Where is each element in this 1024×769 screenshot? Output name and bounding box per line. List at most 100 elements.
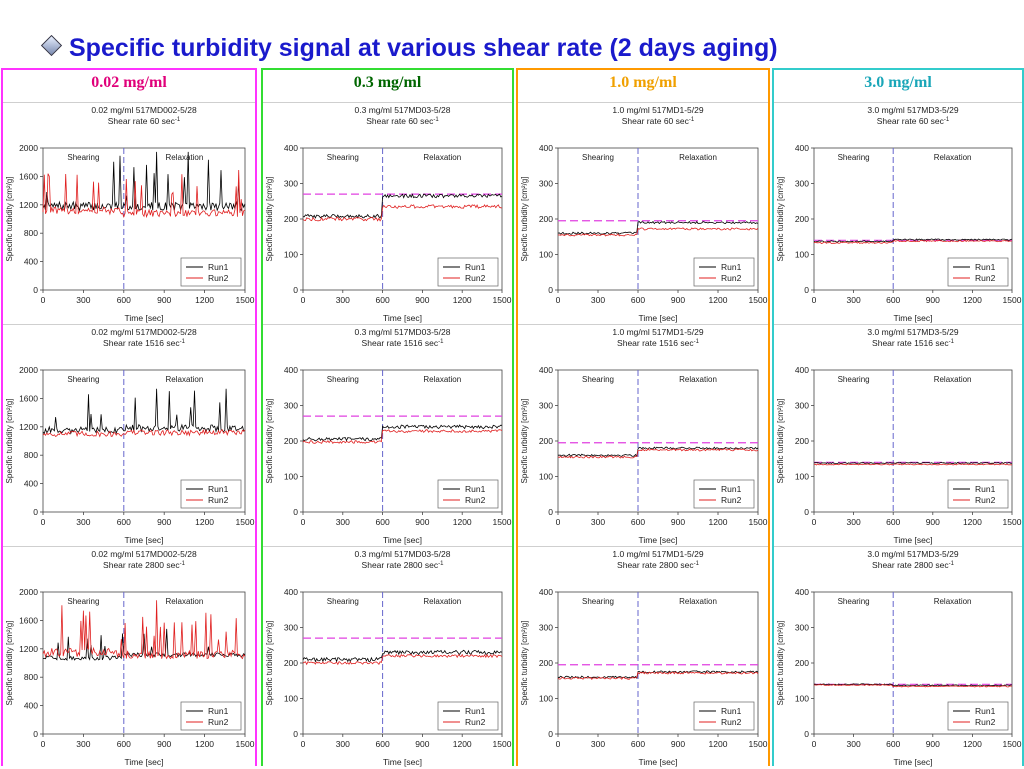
column-label: 3.0 mg/ml [864, 74, 932, 91]
subtitle-superscript: -1 [438, 339, 444, 345]
y-tick-label: 200 [795, 214, 809, 224]
y-tick-label: 100 [539, 472, 553, 482]
x-tick-label: 1200 [195, 739, 214, 749]
phase-label-relaxation: Relaxation [165, 597, 203, 606]
x-tick-label: 0 [812, 739, 817, 749]
x-tick-label: 600 [376, 295, 390, 305]
y-tick-label: 2000 [19, 365, 38, 375]
y-tick-label: 0 [804, 507, 809, 517]
x-axis-label: Time [sec] [639, 757, 678, 767]
series-line-run1 [302, 424, 503, 442]
y-tick-label: 300 [795, 179, 809, 189]
series-line-run1 [557, 220, 759, 235]
series-line-run1 [302, 649, 503, 663]
phase-label-relaxation: Relaxation [679, 597, 717, 606]
x-tick-label: 0 [301, 739, 306, 749]
x-tick-label: 1200 [963, 295, 982, 305]
chart-subtitle: Shear rate 2800 sec-1 [872, 560, 955, 570]
x-tick-label: 0 [41, 739, 46, 749]
x-tick-label: 300 [76, 517, 90, 527]
chart-subtitle: Shear rate 1516 sec-1 [872, 338, 955, 348]
x-tick-label: 0 [812, 295, 817, 305]
y-tick-label: 800 [24, 228, 38, 238]
series-line-run2 [813, 684, 1013, 688]
x-tick-label: 900 [157, 517, 171, 527]
y-tick-label: 100 [539, 250, 553, 260]
y-tick-label: 1200 [19, 422, 38, 432]
legend-label-run2: Run2 [721, 717, 742, 727]
column-label: 1.0 mg/ml [609, 74, 677, 91]
x-tick-label: 1500 [749, 517, 768, 527]
chart-panel: 0.3 mg/ml 517MD03-5/28 Shear rate 60 sec-… [263, 102, 512, 325]
y-tick-label: 400 [24, 479, 38, 489]
column-panel-0-02: 0.02 mg/ml 0.02 mg/ml 517MD002-5/28 Shear … [1, 68, 257, 769]
x-tick-label: 0 [556, 739, 561, 749]
x-axis-label: Time [sec] [894, 757, 933, 767]
chart-title: 1.0 mg/ml 517MD1-5/29 [612, 327, 703, 337]
y-tick-label: 0 [548, 507, 553, 517]
series-line-run1 [42, 628, 246, 662]
y-axis-label: Specific turbidity [cm²/g] [5, 177, 14, 262]
subtitle-superscript: -1 [175, 117, 181, 123]
x-tick-label: 0 [812, 517, 817, 527]
y-tick-label: 1600 [19, 171, 38, 181]
phase-label-shearing: Shearing [582, 375, 614, 384]
legend-label-run1: Run1 [208, 262, 229, 272]
legend-label-run2: Run2 [465, 273, 486, 283]
y-axis-label: Specific turbidity [cm²/g] [776, 621, 785, 706]
x-tick-label: 300 [847, 517, 861, 527]
legend-label-run1: Run1 [465, 484, 486, 494]
x-tick-label: 1500 [1003, 517, 1022, 527]
x-axis-label: Time [sec] [639, 535, 678, 545]
chart-title: 3.0 mg/ml 517MD3-5/29 [867, 327, 958, 337]
subtitle-superscript: -1 [949, 339, 955, 345]
legend-box [437, 701, 499, 731]
y-tick-label: 0 [33, 285, 38, 295]
y-tick-label: 100 [284, 472, 298, 482]
legend-box [437, 257, 499, 287]
y-tick-label: 300 [539, 623, 553, 633]
x-tick-label: 0 [41, 295, 46, 305]
chart-subtitle: Shear rate 1516 sec-1 [103, 338, 186, 348]
x-tick-label: 1500 [749, 295, 768, 305]
y-tick-label: 300 [284, 401, 298, 411]
series-line-run2 [302, 204, 503, 222]
column-label: 0.02 mg/ml [91, 74, 167, 91]
phase-label-relaxation: Relaxation [934, 597, 972, 606]
y-tick-label: 100 [795, 250, 809, 260]
legend-box [947, 257, 1009, 287]
x-axis-label: Time [sec] [125, 535, 164, 545]
y-tick-label: 300 [539, 179, 553, 189]
legend-box [947, 701, 1009, 731]
x-tick-label: 300 [336, 295, 350, 305]
x-axis-label: Time [sec] [383, 535, 422, 545]
y-axis-label: Specific turbidity [cm²/g] [265, 177, 274, 262]
y-tick-label: 200 [795, 436, 809, 446]
y-tick-label: 400 [795, 365, 809, 375]
x-tick-label: 300 [336, 739, 350, 749]
series-line-run2 [557, 671, 759, 680]
x-tick-label: 600 [117, 739, 131, 749]
x-tick-label: 0 [41, 517, 46, 527]
y-tick-label: 200 [539, 214, 553, 224]
y-tick-label: 200 [284, 214, 298, 224]
legend-label-run1: Run1 [721, 484, 742, 494]
x-tick-label: 1200 [709, 739, 728, 749]
y-tick-label: 0 [33, 729, 38, 739]
chart-title: 1.0 mg/ml 517MD1-5/29 [612, 549, 703, 559]
x-tick-label: 300 [591, 295, 605, 305]
phase-label-shearing: Shearing [838, 153, 870, 162]
y-tick-label: 400 [284, 365, 298, 375]
chart-subtitle: Shear rate 2800 sec-1 [103, 560, 186, 570]
series-line-run1 [813, 461, 1013, 465]
subtitle-superscript: -1 [944, 117, 950, 123]
series-line-run2 [42, 600, 246, 660]
phase-label-shearing: Shearing [67, 597, 99, 606]
y-tick-label: 400 [539, 587, 553, 597]
